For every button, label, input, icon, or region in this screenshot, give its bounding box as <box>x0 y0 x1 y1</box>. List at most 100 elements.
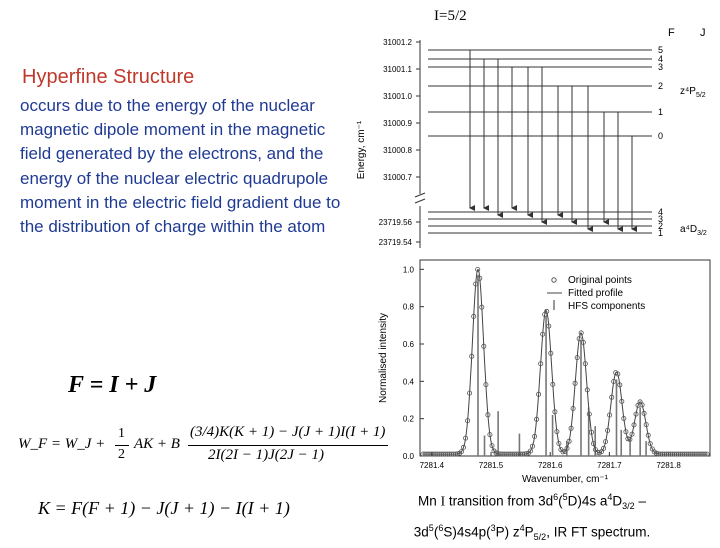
data-point <box>469 353 475 359</box>
data-point <box>643 422 649 428</box>
data-point <box>574 355 580 361</box>
data-point <box>467 390 473 396</box>
data-point <box>489 443 495 449</box>
energy-tick-label: 31001.2 <box>383 38 412 47</box>
y-tick-label: 0.6 <box>403 340 415 349</box>
data-point <box>529 443 535 449</box>
data-point <box>584 387 590 393</box>
x-tick-label: 7281.4 <box>420 461 445 470</box>
slide-title: Hyperfine Structure <box>22 66 195 88</box>
data-point <box>603 439 609 445</box>
data-point <box>546 323 552 329</box>
data-point <box>550 381 556 387</box>
data-point <box>548 350 554 356</box>
plot-frame <box>419 259 711 457</box>
y-tick-label: 1.0 <box>403 265 415 274</box>
lower-level-f-label: 2 <box>658 221 663 231</box>
equation-total-angular-momentum: F = I + J <box>68 372 157 398</box>
data-point <box>582 361 588 367</box>
column-j-header: J <box>700 27 706 39</box>
data-point <box>590 441 596 447</box>
data-point <box>564 445 570 451</box>
legend-fitted-profile: Fitted profile <box>568 288 623 299</box>
energy-axis-label: Energy, cm⁻¹ <box>356 120 367 179</box>
data-point <box>702 451 708 457</box>
equation-main-denominator: 2I(2I − 1)J(2J − 1) <box>208 447 325 463</box>
energy-level-diagram: F J Energy, cm⁻¹ 31001.231001.131001.031… <box>356 27 707 248</box>
data-point <box>645 432 651 438</box>
data-point <box>479 304 485 310</box>
lower-level-f-label: 3 <box>658 214 663 224</box>
data-point <box>475 266 481 272</box>
equation-hyperfine-energy: W_F = W_J + 1 2 AK + B (3/4)K(K + 1) − J… <box>18 424 390 470</box>
data-point <box>623 429 629 435</box>
x-tick-label: 7281.6 <box>538 461 563 470</box>
equation-ak-b: AK + B <box>134 436 180 452</box>
data-point <box>578 330 584 336</box>
data-point <box>631 422 637 428</box>
spin-label: I=5/2 <box>434 8 467 24</box>
data-point <box>625 436 631 442</box>
y-tick-label: 0.2 <box>403 415 415 424</box>
data-point <box>580 339 586 345</box>
data-point <box>471 313 477 319</box>
upper-term-label: z⁴P5/2 <box>680 86 706 99</box>
data-point <box>487 432 493 438</box>
data-point <box>477 275 483 281</box>
y-tick-label: 0.0 <box>403 452 415 461</box>
data-point <box>627 436 633 442</box>
equation-main-numerator: (3/4)K(K + 1) − J(J + 1)I(I + 1) <box>190 424 386 440</box>
lower-level-f-label: 4 <box>658 207 663 217</box>
column-f-header: F <box>668 27 675 39</box>
data-point <box>483 382 489 388</box>
data-point <box>615 371 621 377</box>
x-axis-label: Wavenumber, cm⁻¹ <box>522 474 609 485</box>
spectrum-chart: Normalised intensity Wavenumber, cm⁻¹ 0.… <box>378 259 711 485</box>
upper-level-f-label: 3 <box>658 62 663 72</box>
equation-half-numerator: 1 <box>118 426 125 441</box>
legend-symbol-points <box>551 277 557 283</box>
y-axis-label: Normalised intensity <box>378 313 389 403</box>
equation-lhs: W_F = W_J + <box>18 436 106 452</box>
x-tick-label: 7281.7 <box>597 461 622 470</box>
axis-break-mark <box>414 198 426 204</box>
data-point <box>532 433 538 439</box>
data-point <box>463 435 469 441</box>
data-point <box>523 451 529 457</box>
data-point <box>611 379 617 385</box>
data-point <box>455 451 461 457</box>
energy-tick-label: 23719.54 <box>379 238 413 247</box>
data-point <box>534 416 540 422</box>
data-point <box>560 449 566 455</box>
data-point <box>481 343 487 349</box>
data-point <box>629 431 635 437</box>
legend-original-points: Original points <box>568 275 632 286</box>
data-point <box>617 382 623 388</box>
data-point <box>570 405 576 411</box>
data-point <box>538 361 544 367</box>
data-point <box>572 380 578 386</box>
y-tick-label: 0.8 <box>403 303 415 312</box>
lower-level-f-label: 1 <box>658 228 663 238</box>
data-point <box>556 440 562 446</box>
energy-tick-label: 31001.1 <box>383 65 412 74</box>
upper-level-f-label: 5 <box>658 45 663 55</box>
body-text: occurs due to the energy of the nuclear … <box>20 96 341 237</box>
energy-tick-label: 31000.8 <box>383 146 412 155</box>
equation-k-definition: K = F(F + 1) − J(J + 1) − I(I + 1) <box>38 498 290 518</box>
data-point <box>461 444 467 450</box>
data-point <box>576 336 582 342</box>
data-point <box>633 411 639 417</box>
fraction-bar-half <box>115 445 129 446</box>
data-point <box>704 451 710 457</box>
data-point <box>459 449 465 455</box>
data-point <box>641 410 647 416</box>
energy-tick-label: 31000.9 <box>383 119 412 128</box>
data-point <box>554 429 560 435</box>
data-point <box>621 415 627 421</box>
upper-level-f-label: 2 <box>658 81 663 91</box>
data-point <box>465 418 471 424</box>
data-point <box>568 425 574 431</box>
data-point <box>601 445 607 451</box>
legend-hfs-components: HFS components <box>568 301 645 312</box>
